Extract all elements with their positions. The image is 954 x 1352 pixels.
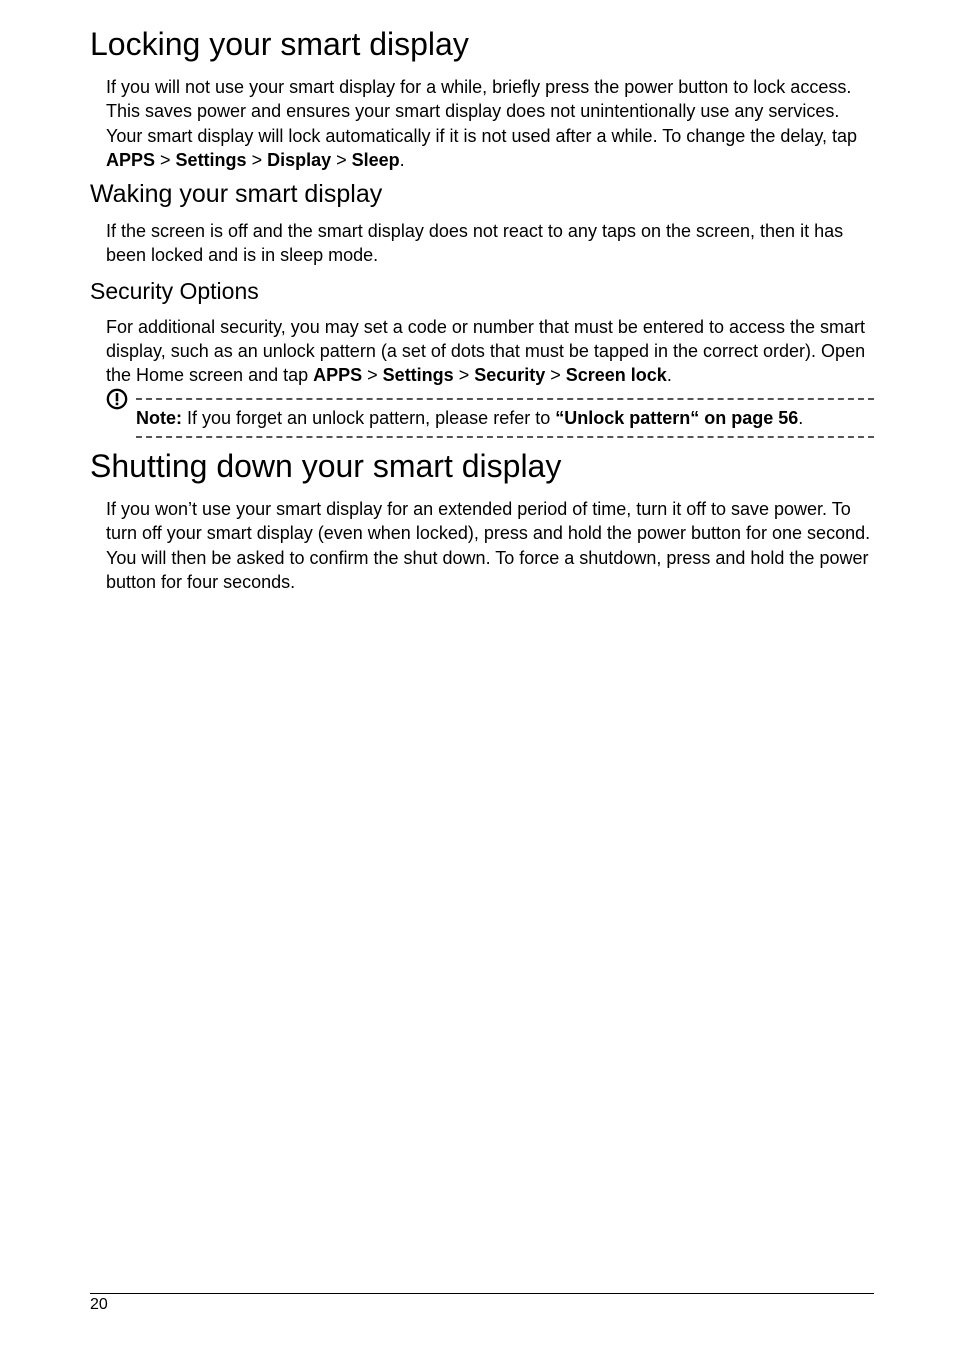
txt-display: Display	[267, 150, 331, 170]
sep4: >	[362, 365, 383, 385]
note-end: .	[798, 408, 803, 428]
note-body: If you forget an unlock pattern, please …	[182, 408, 555, 428]
para-security: For additional security, you may set a c…	[106, 315, 874, 388]
page-number: 20	[90, 1296, 874, 1314]
sep3: >	[331, 150, 352, 170]
alert-icon	[106, 388, 128, 410]
dashed-divider-bottom	[136, 436, 874, 438]
end1: .	[400, 150, 405, 170]
sep2: >	[247, 150, 268, 170]
txt-settings: Settings	[176, 150, 247, 170]
para-locking-t1: If you will not use your smart display f…	[106, 77, 857, 146]
sep5: >	[454, 365, 475, 385]
heading-locking: Locking your smart display	[90, 26, 874, 63]
para-waking: If the screen is off and the smart displ…	[106, 219, 874, 268]
txt-settings2: Settings	[383, 365, 454, 385]
para-locking: If you will not use your smart display f…	[106, 75, 874, 172]
end2: .	[667, 365, 672, 385]
txt-apps: APPS	[106, 150, 155, 170]
page-footer: 20	[90, 1293, 874, 1314]
para-shutting: If you won’t use your smart display for …	[106, 497, 874, 594]
sep1: >	[155, 150, 176, 170]
heading-waking: Waking your smart display	[90, 180, 874, 209]
dashed-divider-top	[136, 398, 874, 400]
heading-security: Security Options	[90, 278, 874, 305]
txt-security: Security	[474, 365, 545, 385]
sep6: >	[545, 365, 566, 385]
txt-screenlock: Screen lock	[566, 365, 667, 385]
footer-divider	[90, 1293, 874, 1294]
note-link[interactable]: “Unlock pattern“ on page 56	[555, 408, 798, 428]
note-text: Note: If you forget an unlock pattern, p…	[136, 406, 874, 430]
txt-apps2: APPS	[313, 365, 362, 385]
txt-sleep: Sleep	[352, 150, 400, 170]
heading-shutting: Shutting down your smart display	[90, 448, 874, 485]
note-block: Note: If you forget an unlock pattern, p…	[106, 398, 874, 438]
note-label: Note:	[136, 408, 182, 428]
